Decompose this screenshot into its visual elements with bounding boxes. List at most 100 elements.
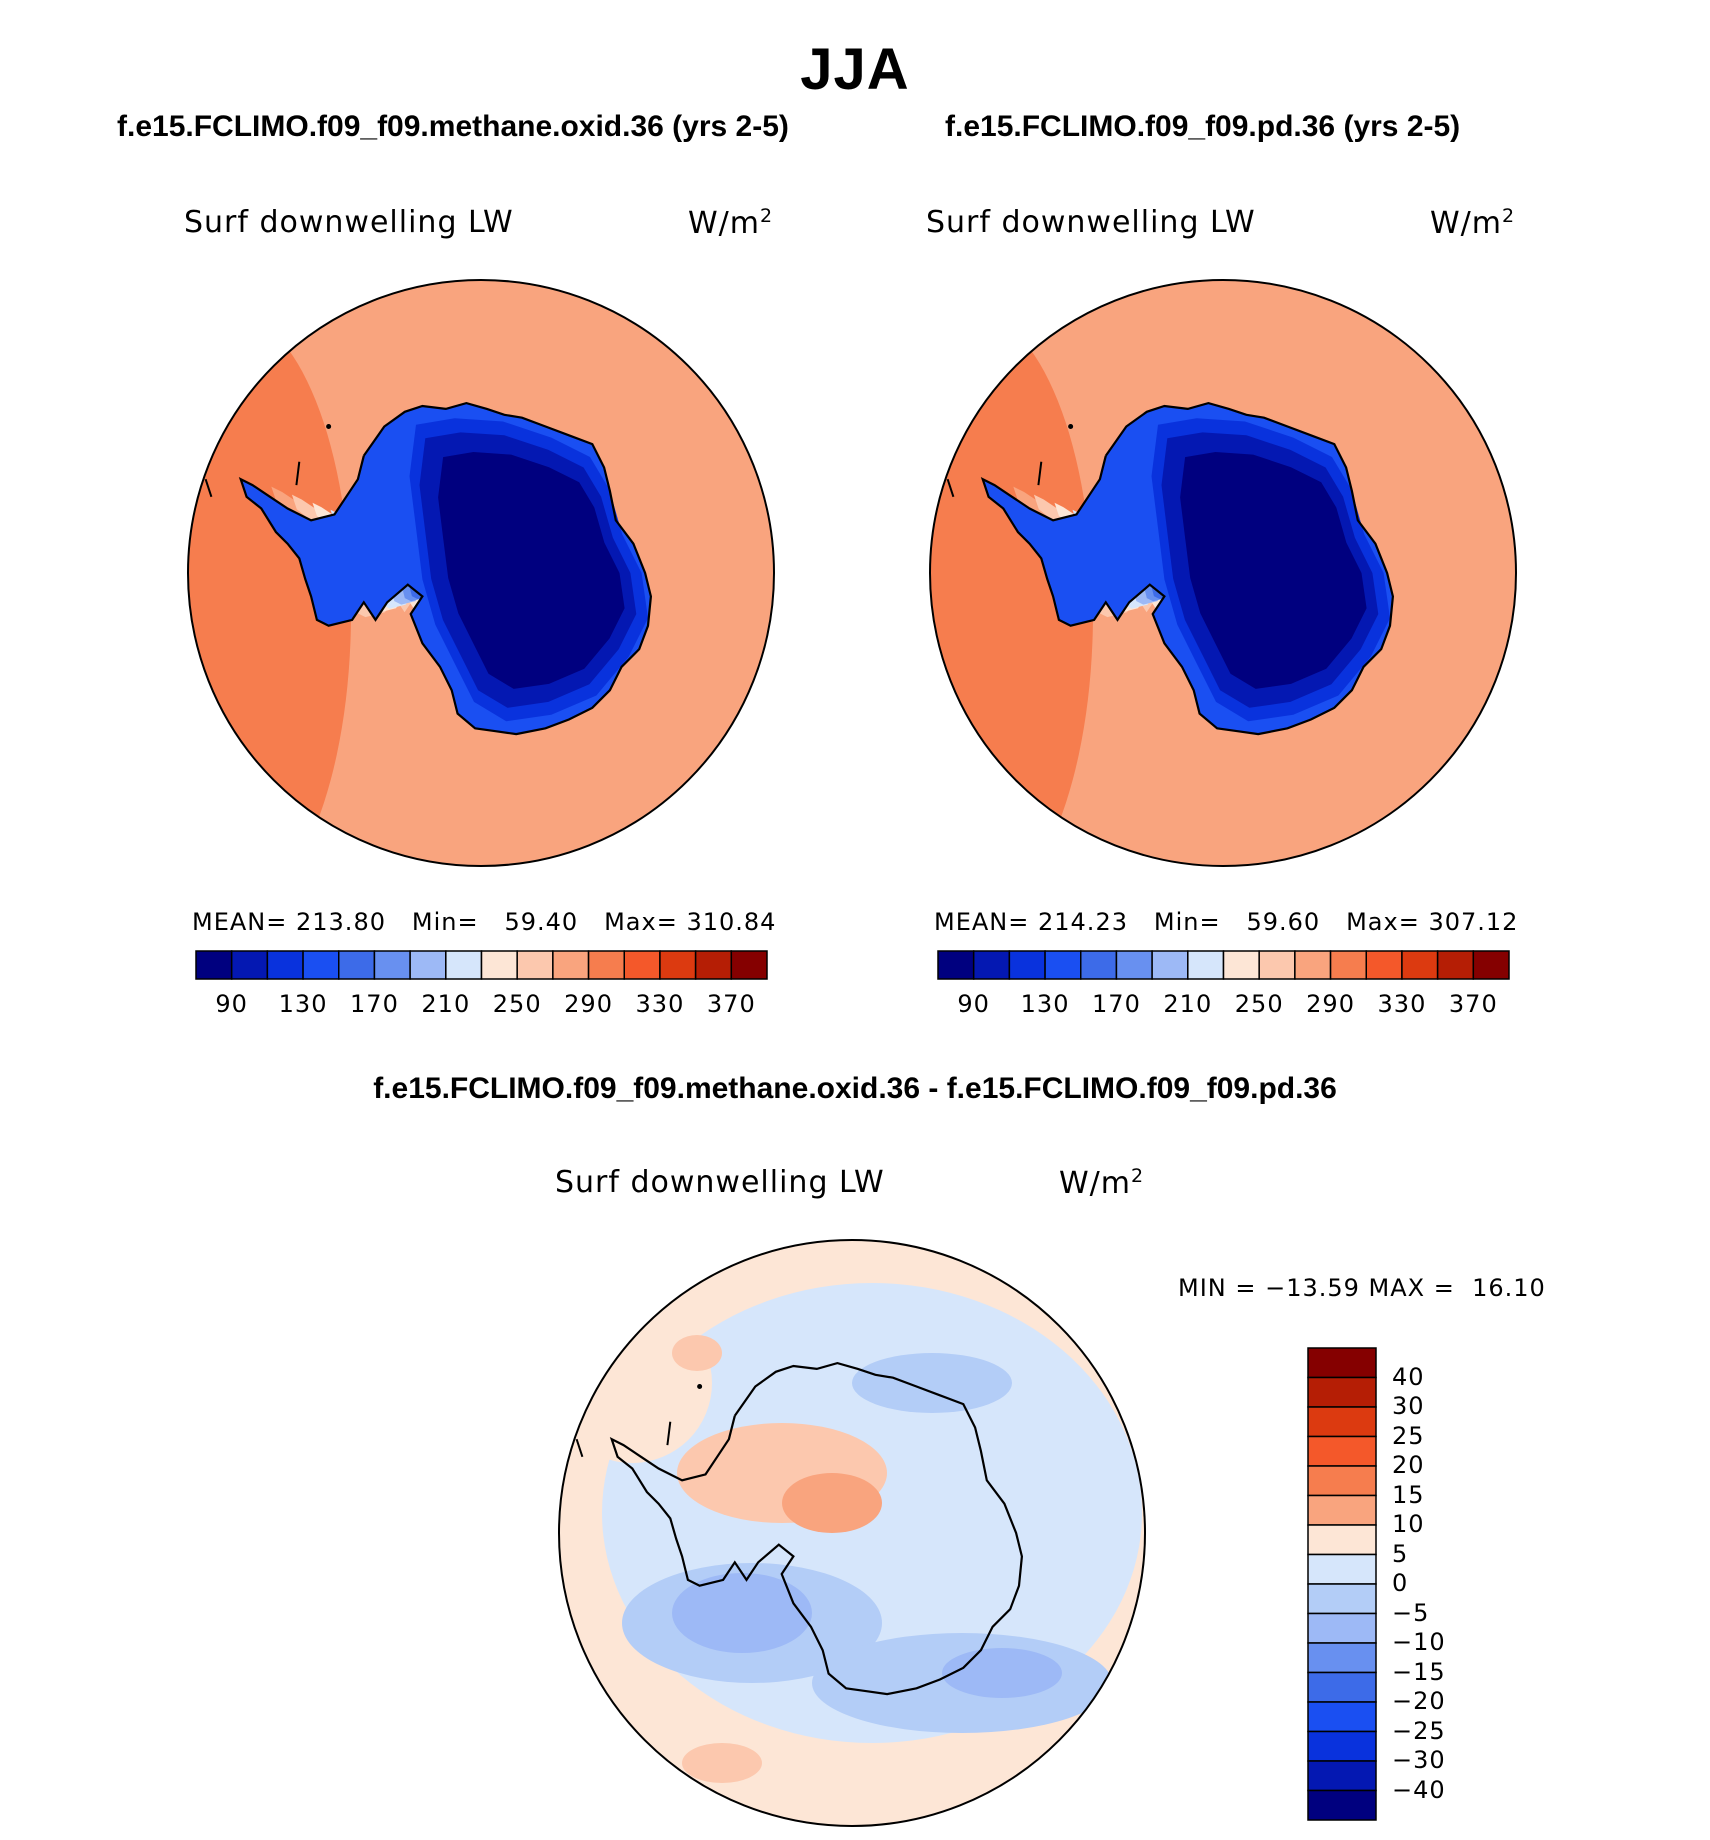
panel1-polar-map [187, 279, 775, 867]
colorbar-swatch [480, 950, 518, 980]
colorbar-swatch [1294, 950, 1332, 980]
diff-region [852, 1353, 1012, 1413]
diff-colorbar-swatch [1307, 1553, 1377, 1585]
colorbar-swatch [338, 950, 376, 980]
island [666, 1421, 672, 1446]
island [1068, 424, 1074, 429]
coastline-fragment [204, 478, 213, 498]
colorbar-swatch [1008, 950, 1046, 980]
panel2-colorbar-ticks: 90 130 170 210 250 290 330 370 [938, 990, 1509, 1020]
colorbar-swatch [587, 950, 625, 980]
diff-polar-map [558, 1239, 1146, 1827]
panel1-colorbar [195, 950, 768, 980]
colorbar-swatch [1080, 950, 1118, 980]
colorbar-tick-label: 250 [1234, 990, 1284, 1018]
diff-colorbar-tick-label: −10 [1392, 1628, 1446, 1656]
panel2-case-title: f.e15.FCLIMO.f09_f09.pd.36 (yrs 2-5) [945, 110, 1461, 143]
colorbar-swatch [1365, 950, 1403, 980]
diff-minmax: MIN = −13.59 MAX = 16.10 [1178, 1274, 1546, 1302]
colorbar-tick-label: 170 [350, 990, 399, 1018]
colorbar-swatch [373, 950, 411, 980]
diff-colorbar-tick-label: −5 [1392, 1598, 1430, 1627]
diff-colorbar-swatch [1307, 1347, 1377, 1379]
coastline-fragment [946, 478, 955, 498]
colorbar-swatch [1329, 950, 1367, 980]
panel1-colorbar-ticks: 90 130 170 210 250 290 330 370 [196, 990, 767, 1020]
island [1037, 461, 1043, 486]
diff-colorbar-swatch [1307, 1789, 1377, 1821]
diff-colorbar-swatch [1307, 1612, 1377, 1644]
island [295, 461, 301, 486]
colorbar-tick-label: 330 [1377, 990, 1427, 1018]
island [697, 1384, 703, 1389]
diff-colorbar-swatch [1307, 1671, 1377, 1703]
colorbar-swatch [230, 950, 269, 980]
diff-colorbar-tick-label: 40 [1392, 1362, 1425, 1391]
colorbar-tick-label: 370 [1448, 990, 1498, 1018]
colorbar-swatch [552, 950, 590, 980]
coastline [980, 401, 1395, 736]
diff-variable-label: Surf downwelling LW [555, 1165, 885, 1200]
diff-colorbar [1307, 1347, 1377, 1821]
panel1-units-label: W/m2 [688, 205, 774, 241]
colorbar-swatch [1115, 950, 1153, 980]
diff-colorbar-tick-label: 15 [1392, 1480, 1425, 1509]
diff-colorbar-swatch [1307, 1376, 1377, 1408]
panel2-stats: MEAN= 214.23 Min= 59.60 Max= 307.12 [934, 908, 1519, 936]
diff-colorbar-tick-label: 10 [1392, 1510, 1425, 1538]
colorbar-tick-label: 90 [215, 990, 248, 1018]
diff-colorbar-swatch [1307, 1730, 1377, 1762]
diff-colorbar-tick-label: −15 [1392, 1657, 1446, 1686]
figure-title: JJA [800, 37, 910, 102]
diff-region [782, 1473, 882, 1533]
colorbar-swatch [302, 950, 340, 980]
colorbar-swatch [730, 950, 768, 980]
colorbar-swatch [972, 950, 1011, 980]
colorbar-tick-label: 250 [492, 990, 542, 1018]
map-border [558, 1239, 1146, 1827]
coastline-fragment [575, 1438, 584, 1458]
diff-colorbar-swatch [1307, 1701, 1377, 1733]
colorbar-swatch [516, 950, 554, 980]
warm-band [188, 313, 351, 866]
diff-region [672, 1335, 722, 1371]
map-border [929, 279, 1517, 867]
diff-title: f.e15.FCLIMO.f09_f09.methane.oxid.36 - f… [373, 1072, 1337, 1105]
diff-colorbar-swatch [1307, 1524, 1377, 1556]
diff-colorbar-tick-label: −20 [1392, 1687, 1446, 1715]
colorbar-swatch [445, 950, 483, 980]
colorbar-swatch [266, 950, 304, 980]
diff-colorbar-swatch [1307, 1583, 1377, 1615]
colorbar-tick-label: 130 [278, 990, 328, 1018]
colorbar-tick-label: 330 [635, 990, 685, 1018]
colorbar-tick-label: 290 [1306, 990, 1355, 1018]
coastline [609, 1361, 1024, 1696]
colorbar-tick-label: 370 [706, 990, 756, 1018]
diff-colorbar-tick-label: 0 [1392, 1569, 1409, 1597]
colorbar-swatch [1222, 950, 1260, 980]
diff-region [682, 1743, 762, 1783]
plateau-core [438, 452, 625, 689]
panel1-stats: MEAN= 213.80 Min= 59.40 Max= 310.84 [192, 908, 777, 936]
panel1-variable-label: Surf downwelling LW [184, 205, 514, 240]
diff-colorbar-tick-label: 25 [1392, 1421, 1425, 1450]
colorbar-swatch [1401, 950, 1439, 980]
warm-band [930, 313, 1093, 866]
plateau-core [1180, 452, 1367, 689]
diff-colorbar-tick-label: 5 [1392, 1539, 1409, 1568]
diff-colorbar-swatch [1307, 1406, 1377, 1438]
colorbar-swatch [1258, 950, 1296, 980]
colorbar-swatch [1151, 950, 1189, 980]
diff-colorbar-tick-label: 30 [1392, 1392, 1425, 1420]
diff-colorbar-swatch [1307, 1494, 1377, 1526]
diff-colorbar-tick-label: −40 [1392, 1775, 1446, 1804]
colorbar-swatch [1472, 950, 1510, 980]
colorbar-tick-label: 210 [1163, 990, 1213, 1018]
panel1-case-title: f.e15.FCLIMO.f09_f09.methane.oxid.36 (yr… [117, 110, 789, 143]
colorbar-tick-label: 210 [421, 990, 471, 1018]
diff-colorbar-tick-label: 20 [1392, 1451, 1425, 1479]
panel2-units-label: W/m2 [1430, 205, 1516, 241]
diff-region [559, 1303, 712, 1463]
diff-colorbar-tick-label: −30 [1392, 1746, 1446, 1774]
diff-colorbar-swatch [1307, 1760, 1377, 1792]
